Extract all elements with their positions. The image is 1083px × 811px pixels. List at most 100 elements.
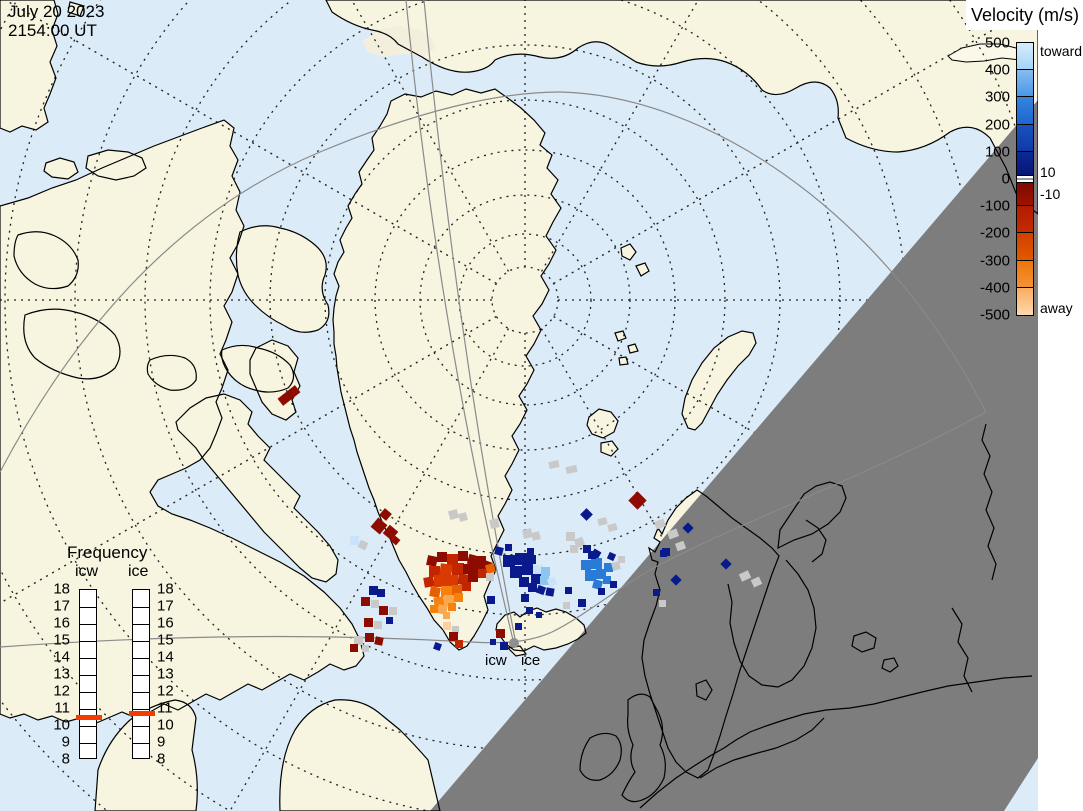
velocity-cell: [527, 555, 536, 564]
frequency-tick-label: 17: [53, 597, 70, 615]
velocity-cell: [515, 553, 527, 565]
velocity-cell: [581, 560, 591, 570]
frequency-tick-label: 16: [53, 614, 70, 632]
velocity-cell: [521, 594, 529, 602]
velocity-cell: [443, 622, 451, 630]
velocity-cell: [452, 563, 464, 575]
frequency-tick-label: 8: [157, 750, 166, 768]
velocity-cell: [446, 575, 458, 587]
velocity-cell: [503, 555, 515, 567]
pos-small-label: 10: [1040, 164, 1056, 180]
velocity-cell: [458, 551, 468, 561]
velocity-cell: [386, 617, 393, 624]
velocity-cell: [477, 556, 486, 565]
time-text: 2154:00 UT: [8, 21, 97, 40]
velocity-cell: [365, 633, 374, 642]
velocity-cell: [505, 544, 512, 551]
velocity-cell: [585, 570, 596, 581]
velocity-cell: [462, 582, 471, 591]
velocity-cell: [429, 566, 440, 577]
velocity-cell: [563, 602, 570, 609]
colorbar-tick-label: 300: [984, 88, 1010, 106]
map-label-icw: icw: [485, 652, 507, 669]
velocity-cell: [354, 636, 363, 645]
frequency-tick-label: 17: [157, 597, 174, 615]
velocity-cell: [533, 565, 543, 575]
frequency-tick-label: 14: [157, 648, 174, 666]
toward-label: toward: [1040, 43, 1083, 59]
velocity-cell: [583, 545, 591, 553]
velocity-cell: [591, 558, 602, 569]
radar-site-dot: [509, 638, 519, 648]
velocity-cell: [447, 554, 458, 565]
velocity-cell: [369, 586, 378, 595]
colorbar-tick-label: -400: [979, 279, 1010, 297]
velocity-cell: [449, 632, 458, 641]
velocity-cell: [374, 621, 382, 629]
frequency-tick-label: 10: [157, 716, 174, 734]
frequency-tick-label: 12: [53, 682, 70, 700]
colorbar-tick-label: -500: [979, 306, 1010, 324]
colorbar-tick-label: -300: [979, 252, 1010, 270]
night-coastlines: [579, 423, 1033, 809]
velocity-cell: [528, 583, 537, 592]
frequency-tick-label: 16: [157, 614, 174, 632]
velocity-cell: [578, 599, 586, 607]
velocity-cell: [522, 564, 533, 575]
colorbar-segment: [1016, 42, 1034, 72]
colorbar-tick-label: -100: [979, 197, 1010, 215]
frequency-tick-label: 11: [54, 699, 70, 717]
frequency-bar-ice: [132, 589, 150, 759]
velocity-cell: [618, 556, 625, 563]
colorbar-segment: [1016, 286, 1034, 316]
velocity-cell: [510, 566, 522, 578]
velocity-cell: [444, 595, 455, 606]
date-text: July 20 2023: [8, 2, 105, 21]
velocity-cell: [519, 577, 529, 587]
neg-small-label: -10: [1040, 186, 1061, 202]
colorbar-tick-label: -200: [979, 224, 1010, 242]
velocity-cell: [653, 589, 660, 596]
map-label-ice: ice: [521, 652, 541, 669]
velocity-cell: [377, 589, 385, 597]
colorbar-zero-band: [1016, 175, 1034, 183]
velocity-cell: [490, 639, 496, 645]
velocity-cell: [536, 612, 542, 618]
velocity-cell: [527, 548, 534, 555]
colorbar-segment: [1016, 205, 1034, 235]
velocity-cell: [604, 563, 613, 572]
velocity-cell: [570, 545, 578, 553]
legend-margin: [1038, 0, 1083, 811]
frequency-tick-label: 9: [157, 733, 166, 751]
frequency-bar-icw: [79, 589, 97, 759]
velocity-cell: [448, 603, 456, 611]
velocity-cell: [463, 564, 473, 574]
colorbar-tick-label: 0: [1001, 170, 1010, 188]
velocity-cell: [437, 552, 447, 562]
velocity-cell: [566, 532, 575, 541]
velocity-cell: [486, 573, 494, 581]
colorbar-title: Velocity (m/s): [971, 5, 1080, 25]
frequency-tick-label: 9: [61, 733, 70, 751]
velocity-cell: [659, 600, 666, 607]
colorbar-tick-label: 200: [984, 116, 1010, 134]
colorbar-segment: [1016, 69, 1034, 99]
frequency-tick-label: 14: [53, 648, 70, 666]
frequency-tick-label: 10: [53, 716, 70, 734]
colorbar-segment: [1016, 180, 1034, 208]
reference-arcs: [0, 0, 987, 648]
velocity-cell: [452, 585, 462, 595]
colorbar-segment: [1016, 123, 1034, 153]
frequency-marker-ice: [129, 711, 155, 717]
velocity-cell: [454, 593, 463, 602]
frequency-title: Frequency: [67, 543, 148, 562]
frequency-tick-label: 18: [157, 580, 174, 598]
frequency-column-label-ice: ice: [128, 563, 149, 580]
velocity-cell: [468, 572, 478, 582]
velocity-cell: [478, 569, 487, 578]
velocity-cell: [350, 644, 358, 652]
velocity-cell: [441, 586, 452, 597]
